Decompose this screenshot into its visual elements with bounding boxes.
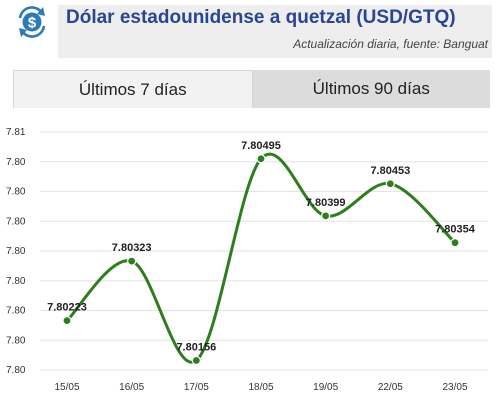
tab-last-90-days[interactable]: Últimos 90 días <box>252 70 490 108</box>
y-tick-label: 7.80 <box>6 365 26 376</box>
line-chart: 7.80 7.80 7.80 7.80 7.80 7.80 7.80 7.80 7.81 15/0… <box>6 127 488 393</box>
page-subtitle: Actualización diaria, fuente: Banguat <box>293 37 488 51</box>
y-tick-label: 7.80 <box>6 276 26 287</box>
tab-bar: Últimos 7 días Últimos 90 días <box>13 70 490 108</box>
page-title: Dólar estadounidense a quetzal (USD/GTQ) <box>66 7 456 28</box>
x-tick-label: 16/05 <box>119 382 144 393</box>
data-point <box>450 238 460 248</box>
x-tick-label: 15/05 <box>54 382 79 393</box>
data-point <box>191 355 201 366</box>
svg-text:$: $ <box>28 15 37 32</box>
y-tick-label: 7.80 <box>6 306 26 317</box>
x-tick-label: 23/05 <box>442 382 467 393</box>
data-point <box>321 211 331 221</box>
data-point <box>385 179 395 189</box>
data-label: 7.80354 <box>435 224 476 236</box>
data-label: 7.80399 <box>306 197 346 209</box>
data-label: 7.80495 <box>241 140 281 152</box>
y-tick-label: 7.80 <box>6 335 26 346</box>
dollar-exchange-icon: $ <box>18 6 46 38</box>
data-label: 7.80156 <box>176 341 216 353</box>
data-label: 7.80323 <box>112 242 152 254</box>
x-tick-label: 17/05 <box>184 382 209 393</box>
y-tick-label: 7.80 <box>6 187 26 198</box>
x-tick-label: 22/05 <box>378 382 403 393</box>
tab-last-7-days[interactable]: Últimos 7 días <box>13 70 253 108</box>
series-line <box>65 152 457 364</box>
data-label: 7.80223 <box>47 302 87 314</box>
y-tick-label: 7.80 <box>6 157 26 168</box>
data-label: 7.80453 <box>370 165 410 177</box>
y-tick-label: 7.80 <box>6 216 26 227</box>
data-point <box>62 316 72 326</box>
data-point <box>127 256 137 266</box>
y-tick-label: 7.81 <box>6 127 26 138</box>
data-point <box>256 154 266 164</box>
x-tick-label: 19/05 <box>313 382 338 393</box>
x-tick-label: 18/05 <box>248 382 273 393</box>
title-bar: Dólar estadounidense a quetzal (USD/GTQ)… <box>58 5 492 58</box>
y-tick-label: 7.80 <box>6 246 26 257</box>
header: $ Dólar estadounidense a quetzal (USD/GT… <box>0 0 500 62</box>
